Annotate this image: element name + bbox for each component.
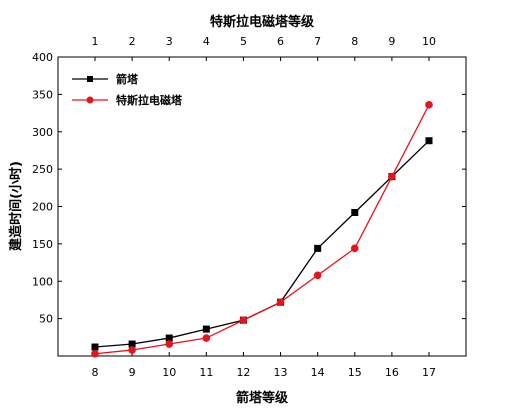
data-point-series-1 [388, 172, 396, 181]
x-tick-label-top: 6 [277, 35, 284, 48]
data-point-series-0 [314, 244, 322, 252]
x-tick-label-bottom: 14 [311, 366, 325, 379]
legend-marker-series-0 [87, 76, 93, 82]
x-tick-label-bottom: 16 [385, 366, 399, 379]
data-point-series-1 [350, 244, 359, 253]
y-axis-title: 建造时间(小时) [8, 161, 24, 251]
x-tick-label-top: 3 [166, 35, 173, 48]
x-tick-label-top: 4 [203, 35, 210, 48]
x-tick-label-bottom: 8 [92, 366, 99, 379]
x-tick-label-bottom: 17 [422, 366, 436, 379]
data-point-series-1 [202, 334, 211, 342]
x-tick-label-top: 1 [92, 35, 99, 48]
y-tick-label: 400 [32, 51, 53, 64]
x-tick-label-bottom: 15 [348, 366, 362, 379]
data-point-series-1 [165, 340, 174, 348]
data-point-series-0 [425, 137, 433, 145]
data-point-series-1 [239, 316, 248, 324]
y-tick-label: 50 [39, 313, 53, 326]
top-axis-title: 特斯拉电磁塔等级 [210, 14, 315, 30]
x-tick-label-top: 9 [388, 35, 395, 48]
y-tick-label: 100 [32, 275, 53, 288]
data-point-series-1 [313, 271, 322, 280]
x-axis-title: 箭塔等级 [236, 390, 289, 406]
x-tick-label-top: 5 [240, 35, 247, 48]
y-tick-label: 300 [32, 126, 53, 139]
x-tick-label-top: 7 [314, 35, 321, 48]
y-tick-label: 350 [32, 88, 53, 101]
x-tick-label-bottom: 9 [129, 366, 136, 379]
y-tick-label: 200 [32, 201, 53, 214]
data-point-series-0 [128, 340, 136, 348]
data-point-series-1 [91, 349, 99, 358]
legend-marker-series-1 [86, 96, 94, 104]
y-tick-label: 250 [32, 163, 53, 176]
x-tick-label-bottom: 13 [274, 366, 288, 379]
series-line-1 [94, 104, 430, 355]
legend-label-series-1: 特斯拉电磁塔 [116, 93, 183, 107]
legend: 箭塔 特斯拉电磁塔 [72, 72, 183, 107]
data-point-series-1 [425, 101, 433, 109]
x-tick-label-top: 10 [422, 35, 436, 48]
x-tick-label-bottom: 10 [162, 366, 176, 379]
x-tick-label-top: 2 [129, 35, 136, 48]
data-point-series-1 [128, 346, 136, 354]
x-tick-label-bottom: 12 [236, 366, 250, 379]
data-point-series-0 [202, 325, 210, 333]
series-line-0 [94, 140, 430, 348]
x-tick-label-bottom: 11 [199, 366, 213, 379]
x-tick-label-top: 8 [351, 35, 358, 48]
data-point-series-0 [165, 334, 173, 342]
data-point-series-0 [91, 343, 99, 351]
legend-label-series-0: 箭塔 [116, 72, 139, 86]
data-point-series-0 [351, 208, 359, 216]
data-point-series-1 [276, 298, 285, 306]
y-tick-label: 150 [32, 238, 53, 251]
